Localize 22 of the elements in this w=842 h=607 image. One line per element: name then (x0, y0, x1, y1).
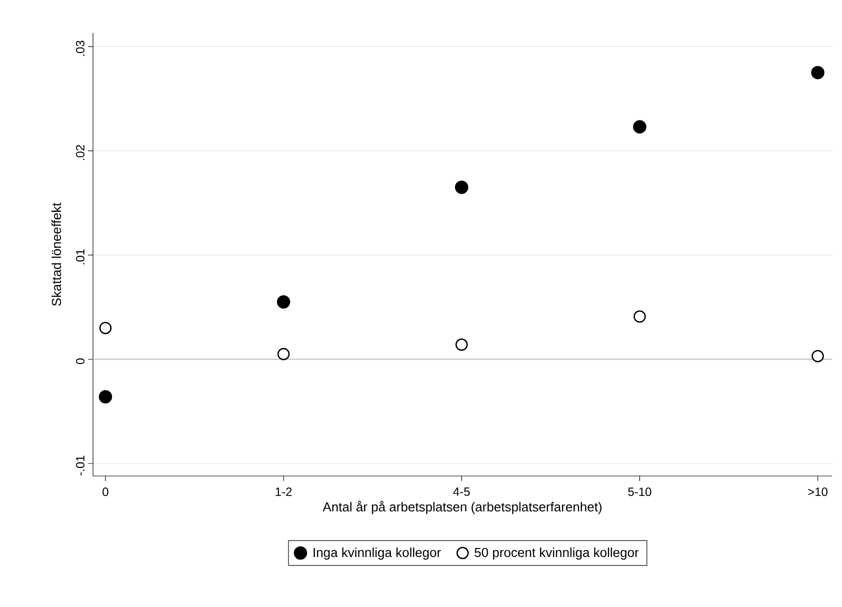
point (99, 322, 112, 334)
x-tick-label: >10 (808, 488, 828, 496)
point (98, 390, 112, 404)
y-tick-label: .03 (76, 40, 84, 56)
y-tick-label: .01 (76, 249, 84, 264)
x-tick-label: 5-10 (628, 488, 652, 496)
point (277, 348, 290, 360)
x-tick-label: 1-2 (276, 488, 292, 496)
y-tick-label: .02 (76, 145, 84, 160)
y-tick-label: -.01 (76, 456, 84, 476)
point (454, 180, 468, 194)
point (276, 295, 290, 309)
point (455, 338, 468, 351)
x-tick-label: 0 (102, 488, 108, 496)
x-axis-title: Antal år på arbetsplatsen (arbetsplatserfarenhet) (322, 500, 602, 514)
y-axis-title: Skattad löneeffekt (52, 202, 62, 306)
point (634, 310, 646, 323)
legend-label: 50 procent kvinnliga kollegor (474, 548, 639, 560)
y-tick-label: 0 (76, 358, 84, 364)
legend-label: Inga kvinnliga kollegor (314, 548, 441, 560)
point (633, 120, 646, 134)
x-tick-label: 4-5 (453, 488, 470, 496)
